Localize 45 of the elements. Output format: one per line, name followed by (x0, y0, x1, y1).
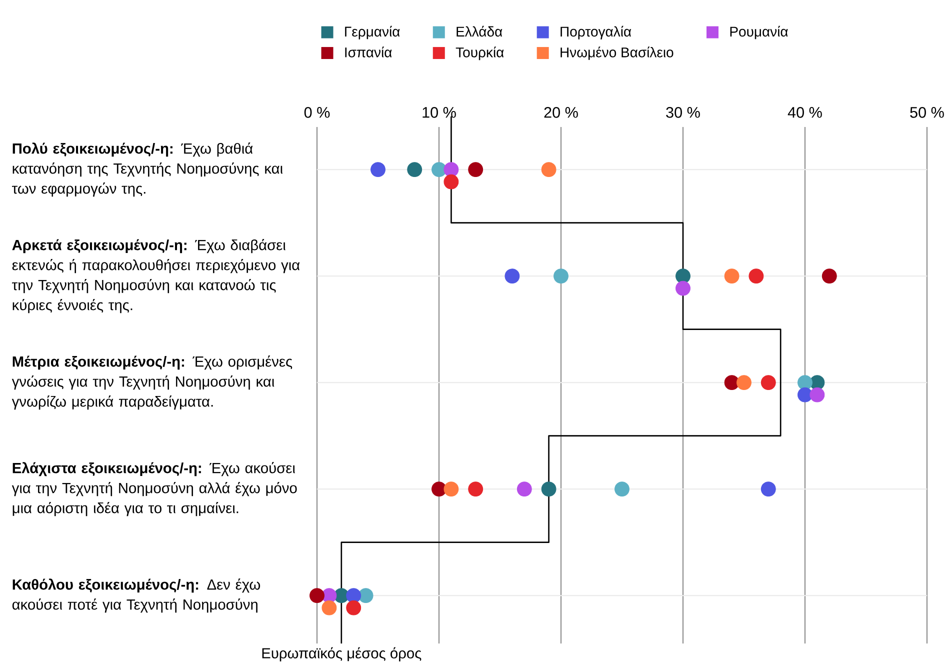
y-tick-label: Αρκετά εξοικειωμένος/-η: Έχω διαβάσει εκτενώς ή παρακολουθήσει περιεχόμενο για την Τεχνητή Νοημοσύνη και κατανοώ τις κύριες έννοιές της. (12, 239, 300, 314)
y-tick-label: Καθόλου εξοικειωμένος/-η: Δεν έχω ακούσει ποτέ για Τεχνητή Νοημοσύνη (12, 578, 260, 613)
legend-label: Ελλάδα (456, 26, 502, 37)
x-tick-label: 40 % (788, 106, 822, 118)
point (748, 268, 764, 284)
legend-label: Ηνωμένο Βασίλειο (560, 46, 674, 60)
point (516, 482, 532, 497)
point (760, 375, 776, 390)
point (736, 375, 752, 390)
point (468, 162, 484, 178)
legend-label: Ρουμανία (730, 26, 788, 40)
y-tick-label: Πολύ εξοικειωμένος/-η: Έχω βαθιά κατανόηση της Τεχνητής Νοημοσύνης και των εφαρμογών της. (12, 142, 283, 197)
point (554, 268, 568, 284)
y-tick-label: Ελάχιστα εξοικειωμένος/-η: Έχω ακούσει για την Τεχνητή Νοημοσύνη αλλά έχω μόνο μια αόριστη ιδέα για το τι σημαίνει. (12, 462, 297, 516)
point (676, 268, 690, 284)
point (432, 162, 446, 178)
point (724, 375, 740, 390)
point (346, 588, 362, 604)
point (798, 375, 812, 390)
y-tick-label: Μέτρια εξοικειωμένος/-η: Έχω ορισμένες γνώσεις για την Τεχνητή Νοημοσύνη και γνωρίζω μερικά παραδείγματα. (12, 356, 292, 410)
series-label: Ευρωπαϊκός μέσος όρος (262, 647, 422, 662)
x-tick-label: 50 % (910, 106, 944, 118)
point (444, 482, 459, 497)
point (760, 482, 776, 497)
legend-label: Πορτογαλία (560, 26, 632, 40)
point (541, 162, 556, 178)
point (310, 588, 324, 604)
point (822, 268, 837, 284)
point (444, 162, 459, 178)
point (370, 162, 386, 178)
x-tick-label: 30 % (666, 106, 700, 118)
point (724, 268, 740, 284)
point (407, 162, 422, 178)
legend-label: Γερμανία (345, 26, 400, 40)
point (504, 268, 520, 284)
x-tick-label: 20 % (544, 106, 578, 118)
x-tick-label: 10 % (422, 106, 456, 118)
point (468, 482, 484, 497)
point (358, 588, 374, 604)
point (541, 482, 556, 497)
legend-label: Ισπανία (345, 46, 392, 58)
point (432, 482, 446, 497)
point (614, 482, 630, 497)
x-tick-label: 0 % (304, 106, 330, 118)
legend-label: Τουρκία (456, 46, 504, 60)
